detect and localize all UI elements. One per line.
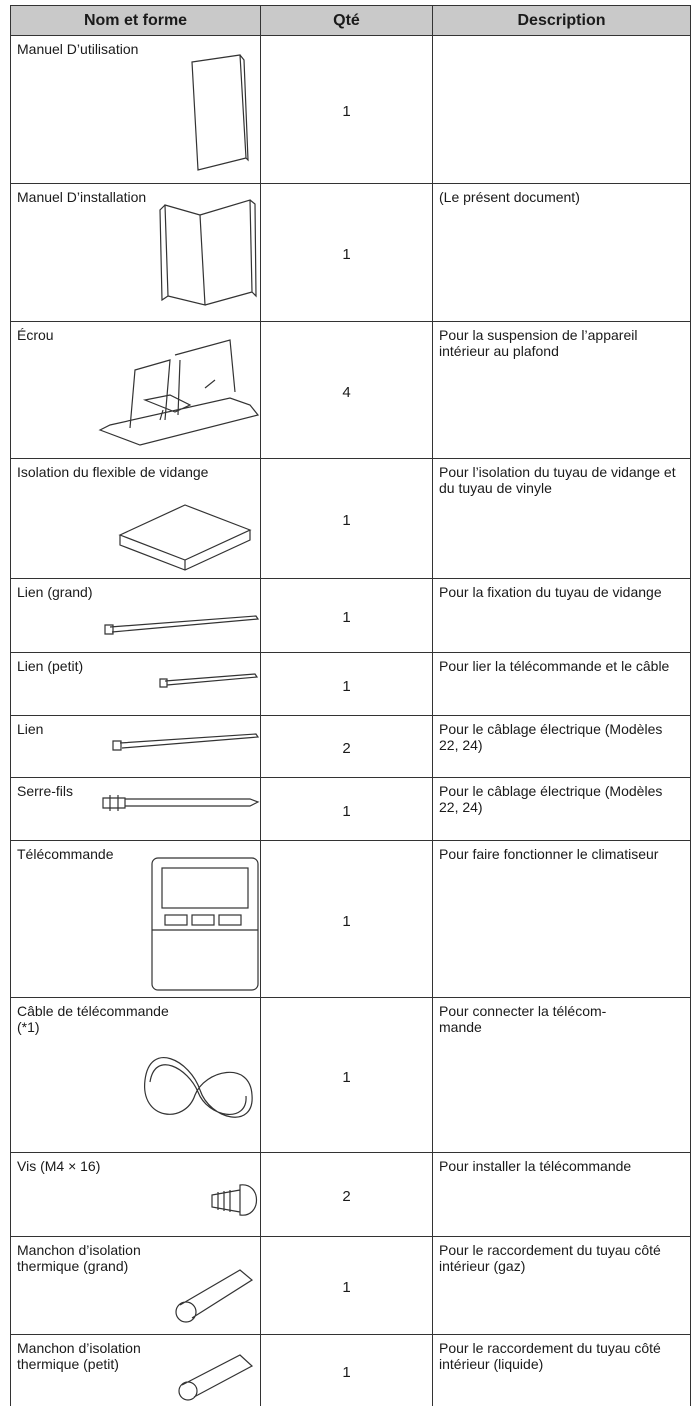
quantity: 1: [260, 35, 433, 184]
item-name: Manuel D’installation: [10, 183, 261, 322]
description: Pour installer la télécommande: [432, 1152, 691, 1237]
quantity: 1: [260, 1236, 433, 1335]
quantity: 1: [260, 1334, 433, 1406]
table-row: Lien 2 Pour le câblage électrique (Modèles…: [10, 715, 691, 778]
description: Pour le raccordement du tuyau côté intér…: [432, 1334, 691, 1406]
table-row: Manuel D’installation 1 (Le présent docume…: [10, 183, 691, 322]
quantity: 2: [260, 1152, 433, 1237]
header-row: Nom et forme Qté Description: [10, 5, 691, 36]
item-name: Câble de télécommande (*1): [10, 997, 261, 1153]
description: Pour connecter la télécom- mande: [432, 997, 691, 1153]
header-cell: Nom et forme: [10, 5, 261, 36]
item-name: Manuel D’utilisation: [10, 35, 261, 184]
description: Pour l’isolation du tuyau de vidange et …: [432, 458, 691, 579]
item-name: Lien (petit): [10, 652, 261, 716]
quantity: 1: [260, 458, 433, 579]
item-name: Manchon d’isolation thermique (grand): [10, 1236, 261, 1335]
description: (Le présent document): [432, 183, 691, 322]
description: Pour le câblage électrique (Modèles 22, …: [432, 777, 691, 841]
accessory-table: Nom et forme Qté Description Manuel D’ut…: [10, 5, 691, 1406]
table-row: Manchon d’isolation thermique (grand) 1 Po…: [10, 1236, 691, 1335]
table-row: Câble de télécommande (*1) 1 Pour connecte…: [10, 997, 691, 1153]
item-name: Serre-fils: [10, 777, 261, 841]
table-row: Serre-fils 1 Pour le câblage électrique (M…: [10, 777, 691, 841]
table-row: Manchon d’isolation thermique (petit) 1 Po…: [10, 1334, 691, 1406]
quantity: 1: [260, 578, 433, 653]
description: [432, 35, 691, 184]
description: Pour faire fonctionner le climatiseur: [432, 840, 691, 998]
table-row: Télécommande 1 Pour faire fonctionner le c…: [10, 840, 691, 998]
item-name: Manchon d’isolation thermique (petit): [10, 1334, 261, 1406]
quantity: 1: [260, 777, 433, 841]
table-row: Vis (M4 × 16) 2 Pour installer la télécomm…: [10, 1152, 691, 1237]
table-row: Lien (grand) 1 Pour la fixation du tuyau d…: [10, 578, 691, 653]
quantity: 1: [260, 183, 433, 322]
quantity: 4: [260, 321, 433, 459]
table-row: Lien (petit) 1 Pour lier la télécommande e…: [10, 652, 691, 716]
table-row: Manuel D’utilisation 1: [10, 35, 691, 184]
quantity: 2: [260, 715, 433, 778]
description: Pour lier la télécommande et le câble: [432, 652, 691, 716]
item-name: Écrou: [10, 321, 261, 459]
description: Pour le câblage électrique (Modèles 22, …: [432, 715, 691, 778]
quantity: 1: [260, 652, 433, 716]
description: Pour la fixation du tuyau de vidange: [432, 578, 691, 653]
quantity: 1: [260, 840, 433, 998]
item-name: Lien: [10, 715, 261, 778]
item-name: Vis (M4 × 16): [10, 1152, 261, 1237]
table-row: Écrou 4 Pour la suspension de l’appareil i…: [10, 321, 691, 459]
quantity: 1: [260, 997, 433, 1153]
